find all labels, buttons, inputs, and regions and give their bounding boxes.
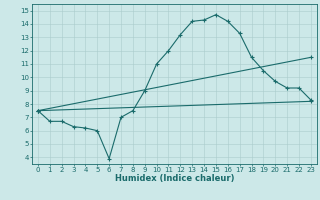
X-axis label: Humidex (Indice chaleur): Humidex (Indice chaleur) [115,174,234,183]
